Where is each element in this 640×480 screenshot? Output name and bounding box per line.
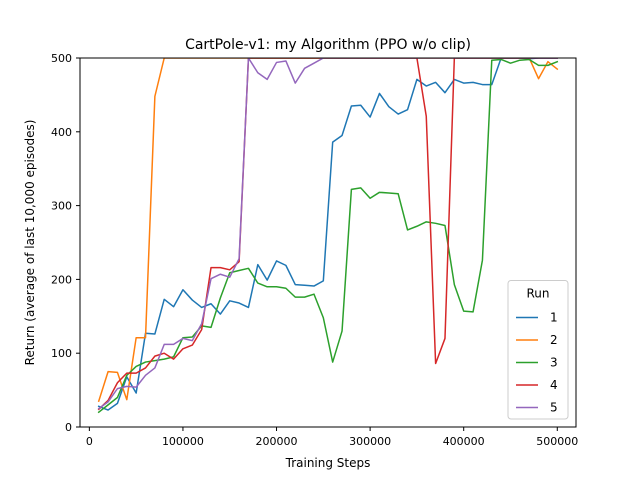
legend-label-run-4: 4: [550, 378, 558, 392]
x-tick-label: 200000: [256, 435, 298, 448]
legend-box: [507, 280, 569, 420]
x-tick-label: 300000: [349, 435, 391, 448]
legend-label-run-2: 2: [550, 333, 558, 347]
x-tick-label: 400000: [443, 435, 485, 448]
y-tick-label: 0: [65, 421, 72, 434]
series-line-run-3: [97, 58, 559, 414]
series-line-run-2: [97, 58, 559, 403]
series-line-run-5: [97, 58, 559, 410]
y-tick-label: 300: [51, 200, 72, 213]
legend-title: Run: [526, 287, 549, 301]
chart-title: CartPole-v1: my Algorithm (PPO w/o clip): [185, 37, 471, 53]
x-tick-label: 100000: [162, 435, 204, 448]
x-axis: 0 100000 200000 300000 400000 500000: [86, 427, 578, 448]
legend-label-run-5: 5: [550, 401, 558, 415]
series-line-run-4: [97, 58, 559, 411]
y-tick-label: 200: [51, 273, 72, 286]
x-tick-label: 500000: [536, 435, 578, 448]
legend-label-run-1: 1: [550, 311, 558, 325]
series-line-run-1: [97, 58, 559, 411]
y-tick-label: 500: [51, 52, 72, 65]
y-axis: 0 100 200 300 400 500: [51, 52, 80, 434]
y-axis-label: Return (average of last 10,000 episodes): [23, 120, 37, 366]
plot-area: [80, 58, 576, 427]
y-tick-label: 100: [51, 347, 72, 360]
x-tick-label: 0: [86, 435, 93, 448]
y-tick-label: 400: [51, 126, 72, 139]
plot-frame: [79, 57, 577, 428]
legend-label-run-3: 3: [550, 356, 558, 370]
x-axis-label: Training Steps: [285, 456, 371, 470]
series-layer: [97, 58, 559, 414]
